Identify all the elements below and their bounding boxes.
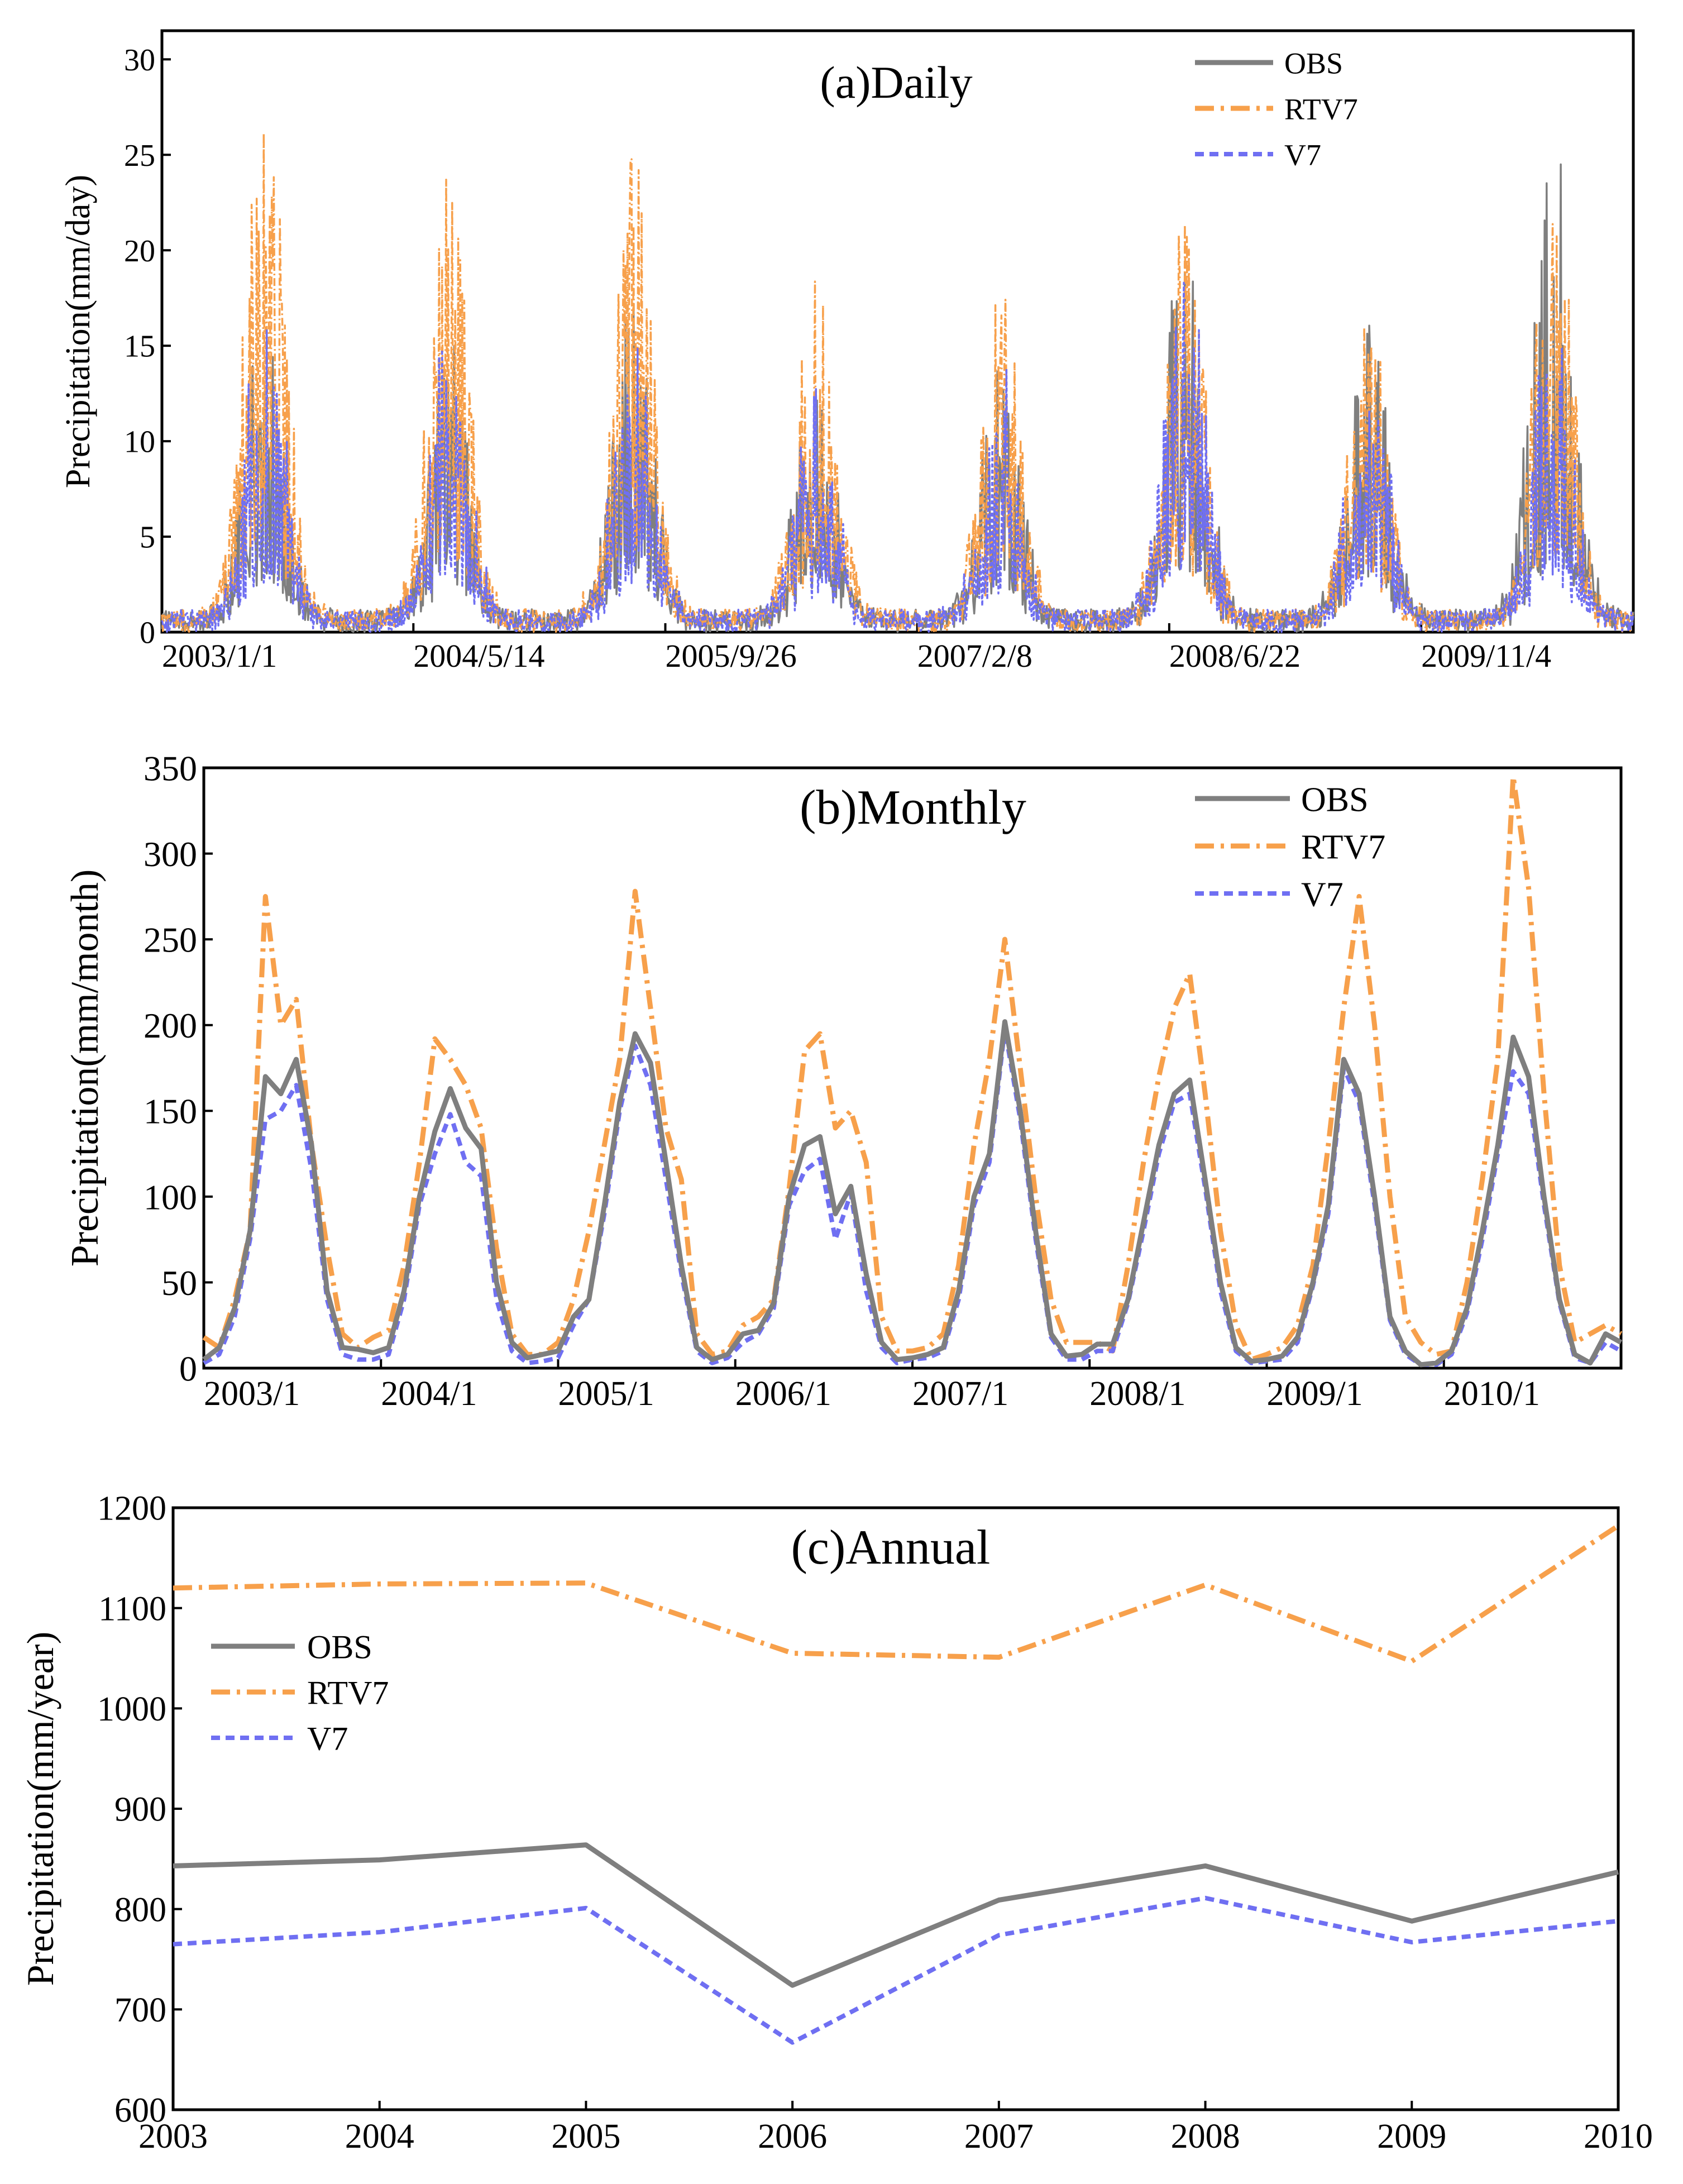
daily-series-v7	[161, 281, 1634, 633]
annual-plot-frame	[171, 1506, 1620, 2111]
monthly-chart-title: (b)Monthly	[800, 781, 1026, 835]
annual-y-tick-label: 1100	[98, 1590, 166, 1628]
monthly-series-rtv7	[202, 773, 1623, 1363]
daily-x-tick-label: 2009/11/4	[1421, 638, 1551, 674]
legend-label-v7: V7	[1301, 876, 1343, 914]
annual-x-tick-label: 2008	[1171, 2118, 1240, 2156]
legend-label-v7: V7	[1284, 138, 1321, 172]
daily-y-tick-label: 20	[124, 234, 155, 269]
annual-y-axis-label: Precipitation(mm/year)	[19, 1632, 61, 1986]
annual-x-tick-label: 2009	[1377, 2118, 1446, 2156]
daily-x-tick-label: 2005/9/26	[665, 638, 796, 674]
monthly-plot-frame	[202, 766, 1623, 1370]
monthly-y-axis-label: Precipitation(mm/month)	[64, 869, 107, 1267]
annual-series-v7	[173, 1895, 1619, 2045]
daily-y-tick-label: 0	[140, 616, 155, 651]
daily-y-tick-label: 30	[124, 43, 155, 78]
monthly-y-tick-label: 50	[161, 1263, 197, 1303]
daily-plot-frame	[160, 29, 1635, 634]
annual-x-tick-label: 2007	[964, 2118, 1034, 2156]
annual-series-rtv7	[173, 1523, 1620, 1664]
legend-label-rtv7: RTV7	[1284, 93, 1358, 126]
monthly-chart: 0 50 100 150 200 250 300 350 Precipitation(mm/mo…	[64, 748, 1623, 1413]
annual-x-tick-label: 2004	[345, 2118, 414, 2156]
annual-chart: 600 700 800 900 1000 1100 1200 Precipitation(mm…	[19, 1490, 1653, 2156]
daily-x-tick-label: 2007/2/8	[917, 638, 1032, 674]
annual-chart-title: (c)Annual	[791, 1521, 991, 1575]
monthly-x-tick-label: 2005/1	[558, 1375, 654, 1413]
monthly-x-tick-label: 2008/1	[1089, 1375, 1185, 1413]
legend-label-obs: OBS	[1284, 47, 1343, 80]
annual-y-tick-label: 1200	[97, 1490, 166, 1528]
daily-chart-title: (a)Daily	[820, 57, 972, 108]
annual-y-tick-label: 700	[114, 1991, 166, 2029]
monthly-x-tick-label: 2007/1	[912, 1375, 1008, 1413]
daily-y-tick-label: 5	[140, 520, 155, 555]
legend-label-rtv7: RTV7	[307, 1675, 389, 1712]
daily-chart: 0 5 10 15 20 25 30 Precipitation(mm/day) (a)Dail…	[59, 29, 1635, 674]
monthly-series-obs	[202, 1019, 1623, 1368]
daily-x-tick-label: 2004/5/14	[413, 638, 544, 674]
daily-x-tick-label: 2008/6/22	[1169, 638, 1300, 674]
monthly-y-tick-label: 150	[144, 1092, 197, 1131]
annual-y-tick-label: 1000	[97, 1690, 166, 1728]
daily-y-tick-label: 15	[124, 329, 155, 364]
monthly-y-tick-label: 0	[179, 1349, 197, 1388]
monthly-x-tick-label: 2003/1	[204, 1375, 300, 1413]
monthly-y-tick-label: 250	[144, 920, 197, 960]
annual-y-tick-label: 800	[114, 1891, 166, 1929]
legend-label-obs: OBS	[307, 1629, 372, 1666]
monthly-y-tick-label: 200	[144, 1006, 197, 1045]
monthly-series-v7	[203, 1026, 1622, 1367]
legend-label-v7: V7	[307, 1721, 348, 1757]
daily-series-rtv7	[161, 132, 1634, 633]
daily-series-obs	[161, 163, 1634, 633]
monthly-y-tick-label: 350	[144, 748, 197, 788]
annual-x-tick-label: 2006	[758, 2118, 827, 2156]
monthly-x-tick-label: 2010/1	[1444, 1375, 1540, 1413]
daily-y-tick-label: 10	[124, 425, 155, 460]
annual-x-tick-label: 2010	[1584, 2118, 1653, 2156]
annual-x-tick-label: 2005	[551, 2118, 620, 2156]
monthly-y-tick-label: 100	[144, 1177, 197, 1217]
daily-y-tick-label: 25	[124, 138, 155, 173]
monthly-x-tick-label: 2009/1	[1267, 1375, 1363, 1413]
daily-y-axis-label: Precipitation(mm/day)	[59, 175, 97, 488]
annual-x-tick-label: 2003	[138, 2118, 208, 2156]
legend-label-rtv7: RTV7	[1301, 828, 1385, 866]
monthly-y-tick-label: 300	[144, 834, 197, 874]
legend-label-obs: OBS	[1301, 781, 1369, 819]
monthly-x-tick-label: 2004/1	[381, 1375, 477, 1413]
annual-y-tick-label: 900	[114, 1791, 166, 1829]
daily-x-tick-label: 2003/1/1	[162, 638, 277, 674]
monthly-x-tick-label: 2006/1	[735, 1375, 831, 1413]
annual-series-obs	[173, 1842, 1619, 1988]
annual-y-tick-label: 600	[114, 2092, 166, 2130]
